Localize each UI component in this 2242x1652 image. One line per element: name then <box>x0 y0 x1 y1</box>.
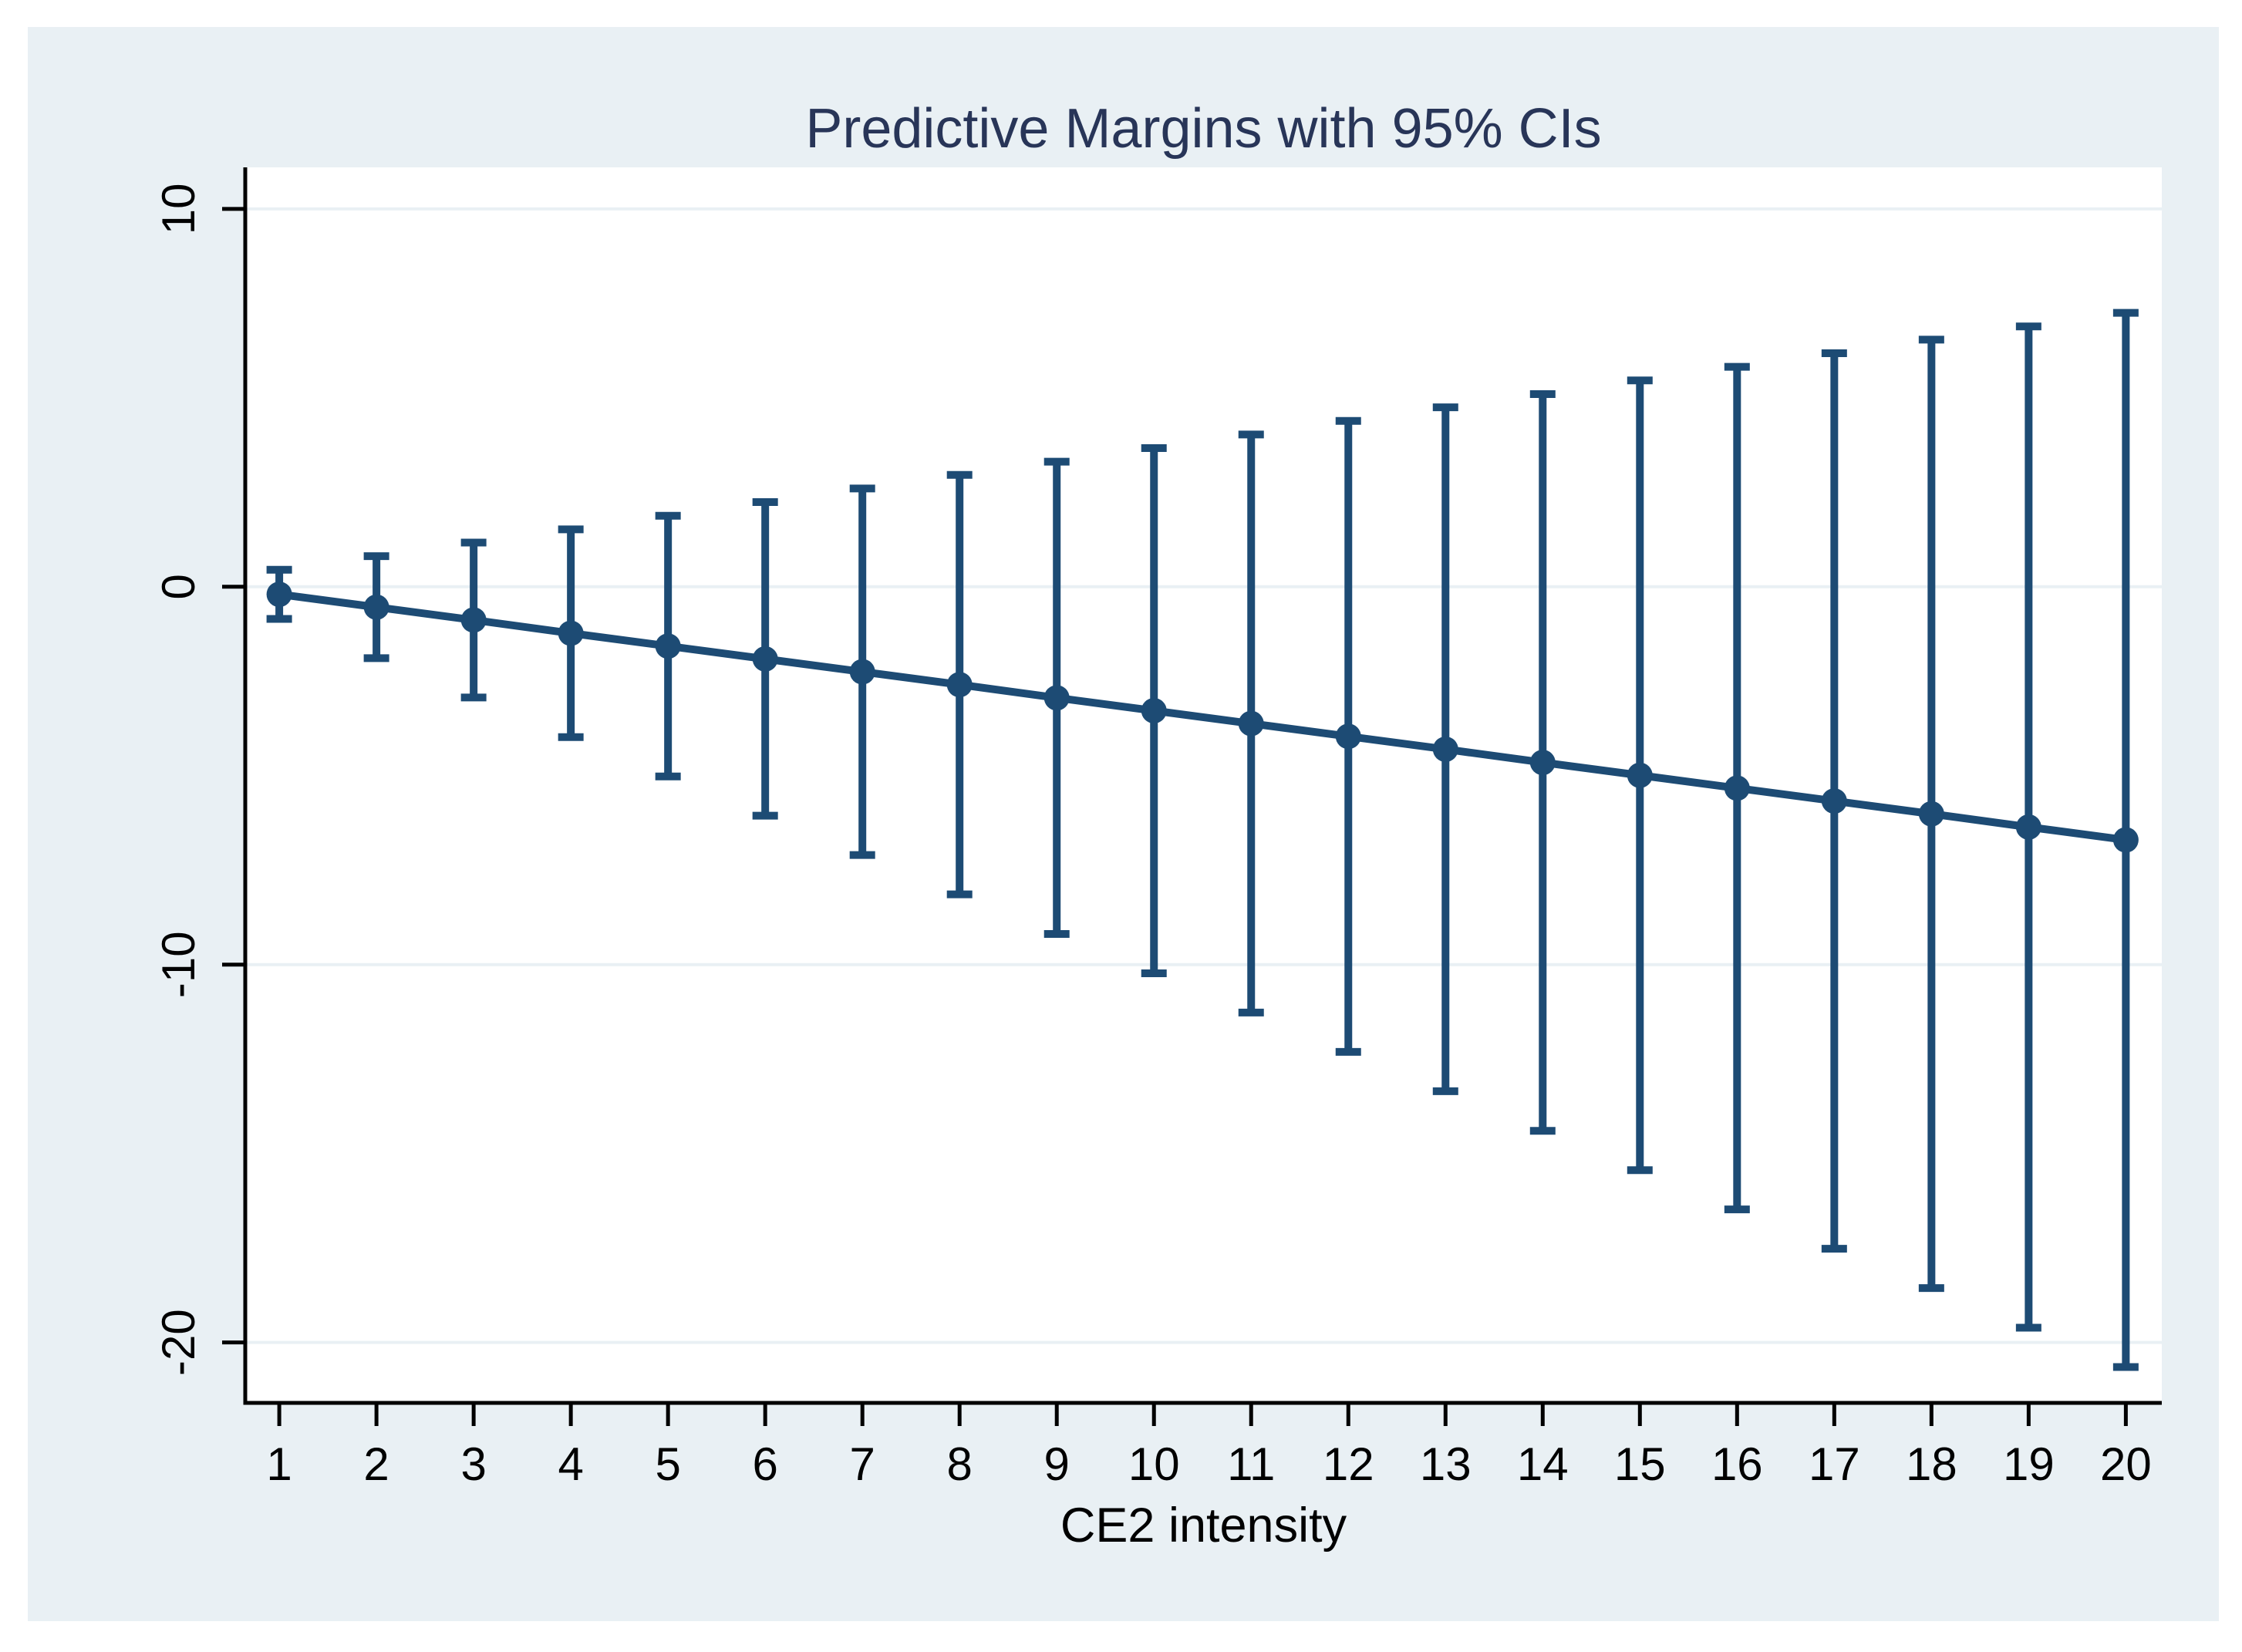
x-tick-label: 10 <box>1128 1438 1180 1490</box>
trend-line <box>278 590 2127 844</box>
data-point <box>1918 801 1944 827</box>
x-tick-label: 16 <box>1711 1438 1763 1490</box>
data-point <box>946 672 973 698</box>
x-axis-title: CE2 intensity <box>1060 1499 1347 1553</box>
data-point <box>2015 814 2041 840</box>
x-tick-label: 7 <box>850 1438 875 1490</box>
data-point <box>1335 723 1361 750</box>
x-tick-label: 4 <box>558 1438 583 1490</box>
x-tick-label: 12 <box>1323 1438 1374 1490</box>
y-tick-label: 10 <box>153 184 204 235</box>
x-tick-label: 3 <box>460 1438 486 1490</box>
y-tick-label: 0 <box>153 574 204 599</box>
data-point <box>2112 827 2139 853</box>
y-tick-label: -10 <box>153 931 204 998</box>
x-tick-label: 19 <box>2003 1438 2055 1490</box>
data-point <box>752 646 778 672</box>
graph-canvas: Predictive Margins with 95% CIs 10 0 -10 -2… <box>28 27 2219 1621</box>
data-point <box>1043 685 1070 711</box>
x-tick-label: 11 <box>1227 1438 1275 1490</box>
plot-area: 100-10-201 2 3 4 5 6 7 8 9 10 11 12 13 14 15 16 17 18 19 20 <box>153 167 2162 1490</box>
x-tick-label: 14 <box>1517 1438 1569 1490</box>
y-tick-label: -20 <box>153 1309 204 1376</box>
data-point <box>266 582 292 608</box>
data-point <box>1821 788 1847 814</box>
plot-background <box>245 167 2162 1403</box>
x-tick-label: 1 <box>266 1438 292 1490</box>
data-point <box>1724 775 1750 801</box>
x-tick-label: 6 <box>752 1438 777 1490</box>
x-tick-label: 17 <box>1809 1438 1860 1490</box>
data-point <box>363 594 389 620</box>
data-point <box>1529 750 1556 776</box>
data-point <box>849 659 875 685</box>
data-point <box>558 620 584 646</box>
x-tick-label: 9 <box>1044 1438 1070 1490</box>
data-point <box>655 633 681 659</box>
data-point <box>460 607 487 633</box>
x-tick-label: 18 <box>1906 1438 1957 1490</box>
data-point <box>1141 697 1167 723</box>
chart-title: Predictive Margins with 95% CIs <box>805 98 1602 160</box>
x-tick-label: 20 <box>2100 1438 2152 1490</box>
x-tick-label: 8 <box>947 1438 973 1490</box>
data-point <box>1432 736 1458 762</box>
x-tick-label: 2 <box>363 1438 389 1490</box>
data-point <box>1627 762 1653 788</box>
x-tick-label: 15 <box>1614 1438 1666 1490</box>
x-tick-label: 13 <box>1420 1438 1472 1490</box>
x-tick-label: 5 <box>655 1438 680 1490</box>
data-point <box>1238 710 1264 737</box>
